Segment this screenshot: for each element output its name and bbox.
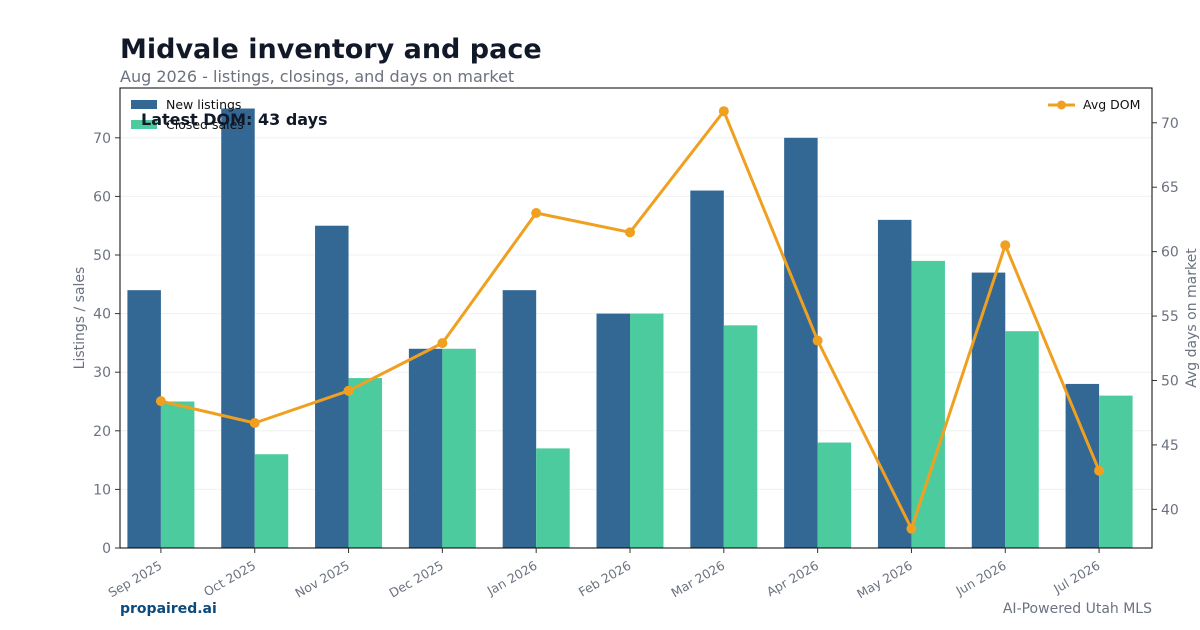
y2-tick-label: 60 [1161,245,1179,261]
x-tick-label: Mar 2026 [668,558,727,601]
chart-subtitle: Aug 2026 - listings, closings, and days … [120,67,515,86]
bar-new-listings [877,219,912,548]
bar-closed-sales [254,454,289,548]
y-tick-label: 10 [93,482,111,498]
avg-dom-point [249,418,260,429]
x-tick-label: Apr 2026 [764,558,821,600]
x-tick-label: Feb 2026 [576,558,634,600]
y-tick-label: 60 [93,189,111,205]
x-tick-label: Jul 2026 [1050,558,1102,597]
legend-label-avg-dom: Avg DOM [1083,97,1140,112]
avg-dom-point [1094,465,1105,476]
x-tick-label: May 2026 [854,558,915,602]
bar-new-listings [221,108,255,548]
bar-new-listings [408,348,443,548]
bar-new-listings [784,137,818,549]
legend-swatch-closed-sales [131,120,157,129]
bar-closed-sales [630,313,664,548]
avg-dom-point [531,207,542,218]
y2-tick-label: 50 [1161,373,1179,389]
bar-closed-sales [911,260,945,548]
legend-marker-avg-dom [1057,100,1066,110]
bar-new-listings [127,290,161,548]
avg-dom-point [343,385,354,396]
legend-label-closed-sales: Closed sales [166,117,244,132]
legend-label-new-listings: New listings [166,97,241,112]
y2-tick-label: 70 [1161,116,1179,132]
y-tick-label: 50 [93,248,111,264]
bar-new-listings [1065,383,1100,548]
bar-new-listings [502,290,537,548]
y-tick-label: 40 [93,307,111,323]
x-tick-label: Jan 2026 [484,558,540,599]
y-tick-label: 70 [93,131,111,147]
brand-logo-text: propaired.ai [120,601,217,617]
bar-new-listings [690,190,724,548]
bar-closed-sales [442,348,476,548]
bar-new-listings [596,313,630,548]
footer-tagline: AI-Powered Utah MLS [1002,601,1152,617]
y-axis-label: Listings / sales [72,267,88,370]
bar-closed-sales [817,442,852,548]
latest-dom-annotation: Latest DOM: 43 days [141,110,328,129]
bar-closed-sales [536,448,570,548]
avg-dom-point [437,338,448,349]
bar-new-listings [315,225,349,548]
bar-new-listings [971,272,1006,548]
chart-title: Midvale inventory and pace [120,34,542,65]
avg-dom-point [625,227,635,238]
x-tick-label: Sep 2025 [106,558,165,601]
bar-closed-sales [1099,395,1133,548]
y-tick-label: 20 [93,424,111,440]
bar-closed-sales [1005,331,1039,548]
avg-dom-point [812,335,823,346]
bar-closed-sales [160,401,195,548]
x-tick-label: Oct 2025 [201,558,258,600]
avg-dom-point [906,523,917,534]
x-tick-label: Nov 2025 [292,558,352,601]
x-tick-label: Dec 2025 [386,558,445,601]
avg-dom-point [155,396,166,407]
x-tick-label: Jun 2026 [952,558,1008,599]
y2-axis-label: Avg days on market [1184,248,1200,388]
avg-dom-point [1000,240,1011,251]
y2-tick-label: 65 [1161,180,1179,196]
plot-frame [119,87,1153,549]
bar-closed-sales [348,378,383,548]
y2-tick-label: 45 [1161,438,1179,454]
y-tick-label: 0 [102,541,111,557]
avg-dom-point [718,106,729,117]
legend-swatch-new-listings [131,100,157,109]
y-tick-label: 30 [93,365,111,381]
bar-closed-sales [723,325,758,548]
y2-tick-label: 55 [1161,309,1179,325]
y2-tick-label: 40 [1161,502,1179,518]
